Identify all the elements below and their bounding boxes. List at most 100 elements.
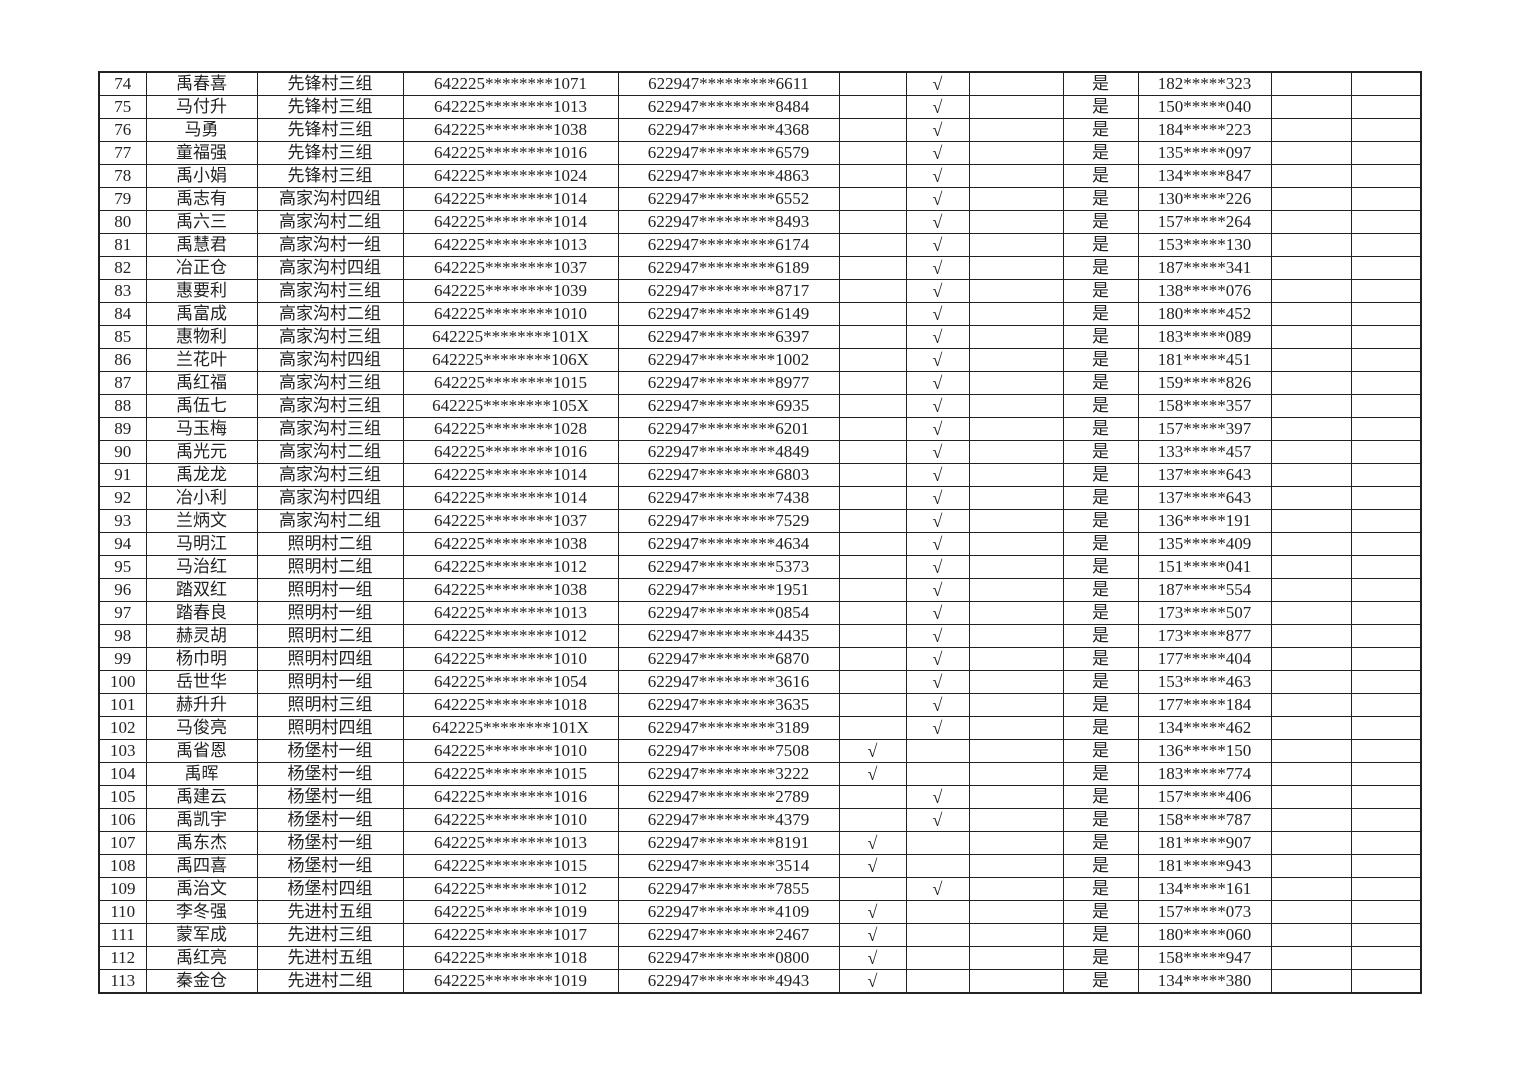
check-col-b-cell: √ <box>905 141 970 165</box>
village-group-cell: 照明村一组 <box>256 601 404 625</box>
note-b-cell <box>1350 71 1422 96</box>
table-body: 74 禹春喜 先锋村三组 642225********1071 622947******… <box>98 71 1422 994</box>
id-number-cell: 642225********105X <box>402 394 619 418</box>
name-cell: 马付升 <box>145 95 258 119</box>
bank-card-cell: 622947*********4379 <box>617 808 840 832</box>
confirmed-cell: 是 <box>1062 532 1139 556</box>
phone-cell: 181*****943 <box>1137 854 1272 878</box>
row-number-cell: 91 <box>98 463 147 487</box>
blank-col-cell <box>968 440 1064 464</box>
row-number-cell: 97 <box>98 601 147 625</box>
confirmed-cell: 是 <box>1062 463 1139 487</box>
phone-cell: 177*****404 <box>1137 647 1272 671</box>
table-row: 107 禹东杰 杨堡村一组 642225********1013 622947*****… <box>98 831 1422 855</box>
bank-card-cell: 622947*********8717 <box>617 279 840 303</box>
name-cell: 马明江 <box>145 532 258 556</box>
check-col-a-cell <box>838 233 907 257</box>
blank-col-cell <box>968 831 1064 855</box>
row-number-cell: 113 <box>98 969 147 994</box>
bank-card-cell: 622947*********8977 <box>617 371 840 395</box>
name-cell: 兰炳文 <box>145 509 258 533</box>
village-group-cell: 先锋村三组 <box>256 164 404 188</box>
blank-col-cell <box>968 118 1064 142</box>
id-number-cell: 642225********1014 <box>402 463 619 487</box>
name-cell: 禹富成 <box>145 302 258 326</box>
blank-col-cell <box>968 854 1064 878</box>
bank-card-cell: 622947*********0854 <box>617 601 840 625</box>
phone-cell: 187*****554 <box>1137 578 1272 602</box>
note-b-cell <box>1350 969 1422 994</box>
name-cell: 马治红 <box>145 555 258 579</box>
name-cell: 禹龙龙 <box>145 463 258 487</box>
phone-cell: 150*****040 <box>1137 95 1272 119</box>
bank-card-cell: 622947*********6149 <box>617 302 840 326</box>
table-row: 79 禹志有 高家沟村四组 642225********1014 622947*****… <box>98 187 1422 211</box>
id-number-cell: 642225********1013 <box>402 601 619 625</box>
row-number-cell: 111 <box>98 923 147 947</box>
confirmed-cell: 是 <box>1062 923 1139 947</box>
confirmed-cell: 是 <box>1062 210 1139 234</box>
note-b-cell <box>1350 164 1422 188</box>
note-a-cell <box>1270 808 1352 832</box>
check-col-a-cell <box>838 440 907 464</box>
note-b-cell <box>1350 118 1422 142</box>
confirmed-cell: 是 <box>1062 555 1139 579</box>
check-col-b-cell: √ <box>905 187 970 211</box>
check-col-a-cell <box>838 302 907 326</box>
row-number-cell: 103 <box>98 739 147 763</box>
blank-col-cell <box>968 762 1064 786</box>
confirmed-cell: 是 <box>1062 187 1139 211</box>
village-group-cell: 高家沟村三组 <box>256 325 404 349</box>
phone-cell: 133*****457 <box>1137 440 1272 464</box>
check-col-a-cell <box>838 785 907 809</box>
blank-col-cell <box>968 877 1064 901</box>
note-b-cell <box>1350 302 1422 326</box>
village-group-cell: 高家沟村四组 <box>256 256 404 280</box>
id-number-cell: 642225********1010 <box>402 739 619 763</box>
village-group-cell: 高家沟村二组 <box>256 302 404 326</box>
row-number-cell: 74 <box>98 71 147 96</box>
row-number-cell: 86 <box>98 348 147 372</box>
name-cell: 蒙军成 <box>145 923 258 947</box>
note-a-cell <box>1270 762 1352 786</box>
note-b-cell <box>1350 946 1422 970</box>
check-col-b-cell: √ <box>905 325 970 349</box>
note-b-cell <box>1350 486 1422 510</box>
confirmed-cell: 是 <box>1062 900 1139 924</box>
name-cell: 禹东杰 <box>145 831 258 855</box>
check-col-a-cell: √ <box>838 831 907 855</box>
note-b-cell <box>1350 532 1422 556</box>
village-group-cell: 先进村三组 <box>256 923 404 947</box>
phone-cell: 180*****060 <box>1137 923 1272 947</box>
table-row: 91 禹龙龙 高家沟村三组 642225********1014 622947*****… <box>98 463 1422 487</box>
check-col-b-cell: √ <box>905 601 970 625</box>
village-group-cell: 照明村二组 <box>256 532 404 556</box>
check-col-a-cell: √ <box>838 739 907 763</box>
check-col-b-cell: √ <box>905 647 970 671</box>
blank-col-cell <box>968 555 1064 579</box>
blank-col-cell <box>968 900 1064 924</box>
note-b-cell <box>1350 854 1422 878</box>
confirmed-cell: 是 <box>1062 118 1139 142</box>
table-row: 87 禹红福 高家沟村三组 642225********1015 622947*****… <box>98 371 1422 395</box>
note-a-cell <box>1270 555 1352 579</box>
confirmed-cell: 是 <box>1062 509 1139 533</box>
phone-cell: 134*****462 <box>1137 716 1272 740</box>
phone-cell: 173*****877 <box>1137 624 1272 648</box>
note-b-cell <box>1350 693 1422 717</box>
village-group-cell: 高家沟村二组 <box>256 210 404 234</box>
bank-card-cell: 622947*********3616 <box>617 670 840 694</box>
note-a-cell <box>1270 256 1352 280</box>
note-a-cell <box>1270 440 1352 464</box>
phone-cell: 134*****380 <box>1137 969 1272 994</box>
blank-col-cell <box>968 923 1064 947</box>
village-group-cell: 高家沟村四组 <box>256 348 404 372</box>
id-number-cell: 642225********1018 <box>402 693 619 717</box>
id-number-cell: 642225********1016 <box>402 440 619 464</box>
blank-col-cell <box>968 693 1064 717</box>
id-number-cell: 642225********1054 <box>402 670 619 694</box>
id-number-cell: 642225********1028 <box>402 417 619 441</box>
confirmed-cell: 是 <box>1062 624 1139 648</box>
blank-col-cell <box>968 601 1064 625</box>
check-col-b-cell: √ <box>905 578 970 602</box>
